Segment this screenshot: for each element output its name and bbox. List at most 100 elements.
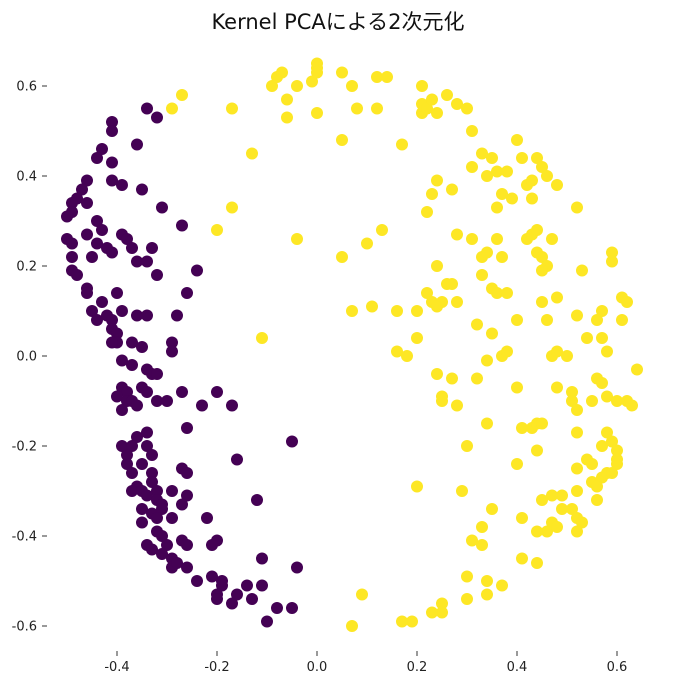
points-layer xyxy=(61,57,643,632)
point-class0-113 xyxy=(136,516,148,529)
point-class1-24 xyxy=(381,71,393,83)
point-class1-166 xyxy=(536,494,548,506)
point-class0-41 xyxy=(81,287,93,299)
point-class1-92 xyxy=(491,287,503,299)
point-class1-149 xyxy=(611,444,623,457)
point-class0-86 xyxy=(141,440,153,452)
point-class0-19 xyxy=(156,201,168,214)
point-class1-195 xyxy=(356,588,368,601)
point-class1-53 xyxy=(511,134,523,146)
point-class1-125 xyxy=(451,399,463,412)
point-class0-65 xyxy=(151,368,163,380)
point-class1-148 xyxy=(606,435,618,448)
point-class0-29 xyxy=(126,242,138,254)
point-class1-101 xyxy=(551,291,563,304)
point-class1-60 xyxy=(551,179,563,191)
point-class0-5 xyxy=(96,143,108,155)
point-class1-70 xyxy=(451,228,463,241)
point-class0-101 xyxy=(151,485,163,497)
point-class0-81 xyxy=(141,426,153,439)
point-class0-142 xyxy=(246,593,258,605)
point-class1-0 xyxy=(176,89,188,101)
point-class0-59 xyxy=(166,336,178,349)
y-tick-label: -0.2 xyxy=(12,440,37,455)
point-class1-116 xyxy=(561,350,573,362)
point-class0-38 xyxy=(191,264,203,277)
point-class1-93 xyxy=(501,287,513,299)
point-class0-145 xyxy=(261,615,273,628)
point-class1-109 xyxy=(541,314,553,326)
point-class1-6 xyxy=(256,332,268,344)
point-class1-41 xyxy=(426,93,438,106)
point-class1-119 xyxy=(601,345,613,358)
point-class1-17 xyxy=(311,66,323,79)
point-class0-10 xyxy=(116,179,128,191)
point-class1-45 xyxy=(461,102,473,115)
point-class1-188 xyxy=(481,588,493,601)
point-class0-49 xyxy=(91,314,103,326)
point-class0-93 xyxy=(126,467,138,479)
point-class1-37 xyxy=(416,80,428,92)
point-class1-26 xyxy=(396,138,408,151)
point-class1-146 xyxy=(601,426,613,439)
point-class0-34 xyxy=(131,255,143,268)
point-class0-35 xyxy=(141,255,153,268)
point-class0-60 xyxy=(166,345,178,358)
point-class1-176 xyxy=(411,480,423,493)
point-class1-81 xyxy=(536,251,548,263)
point-class0-44 xyxy=(96,296,108,308)
point-class0-3 xyxy=(106,125,118,137)
point-class0-91 xyxy=(231,453,243,466)
point-class0-52 xyxy=(171,309,183,322)
chart-title: Kernel PCAによる2次元化 xyxy=(211,10,465,34)
point-class0-30 xyxy=(146,242,158,254)
point-class0-12 xyxy=(76,183,88,196)
point-class0-8 xyxy=(81,174,93,187)
y-axis: -0.6 -0.4 -0.2 0.0 0.2 0.4 0.6 xyxy=(12,80,47,635)
point-class1-2 xyxy=(226,102,238,115)
point-class1-49 xyxy=(466,161,478,173)
point-class0-46 xyxy=(86,305,98,317)
point-class1-99 xyxy=(471,318,483,331)
point-class0-43 xyxy=(181,287,193,299)
point-class1-115 xyxy=(551,345,563,358)
point-class1-42 xyxy=(431,107,443,119)
point-class1-178 xyxy=(486,503,498,515)
point-class1-98 xyxy=(451,296,463,308)
point-class0-83 xyxy=(131,431,143,443)
point-class1-78 xyxy=(531,224,543,236)
point-class1-190 xyxy=(436,597,448,610)
point-class1-180 xyxy=(476,521,488,533)
point-class1-83 xyxy=(536,264,548,277)
point-class1-133 xyxy=(586,395,598,407)
point-class1-187 xyxy=(496,579,508,592)
point-class1-61 xyxy=(496,188,508,200)
point-class1-104 xyxy=(596,305,608,317)
point-class0-48 xyxy=(106,314,118,326)
point-class1-107 xyxy=(616,314,628,326)
point-class1-8 xyxy=(266,80,278,92)
point-class1-36 xyxy=(411,332,423,344)
point-class1-170 xyxy=(551,521,563,533)
point-class0-103 xyxy=(141,489,153,502)
x-tick-label: 0.2 xyxy=(407,660,428,675)
point-class1-186 xyxy=(481,575,493,587)
point-class0-128 xyxy=(171,557,183,569)
x-tick-label: 0.0 xyxy=(307,660,328,675)
point-class0-140 xyxy=(211,593,223,605)
point-class1-90 xyxy=(476,269,488,281)
point-class0-80 xyxy=(226,399,238,412)
point-class1-52 xyxy=(501,165,513,178)
point-class0-90 xyxy=(136,458,148,470)
point-class1-159 xyxy=(606,467,618,479)
point-class1-58 xyxy=(526,174,538,187)
point-class1-118 xyxy=(596,332,608,344)
point-class0-94 xyxy=(146,467,158,479)
point-class0-109 xyxy=(156,503,168,515)
point-class1-181 xyxy=(466,534,478,547)
point-class1-69 xyxy=(446,183,458,196)
point-class0-0 xyxy=(141,102,153,115)
point-class1-20 xyxy=(346,80,358,92)
x-tick-label: -0.2 xyxy=(204,660,229,675)
point-class1-74 xyxy=(491,233,503,245)
